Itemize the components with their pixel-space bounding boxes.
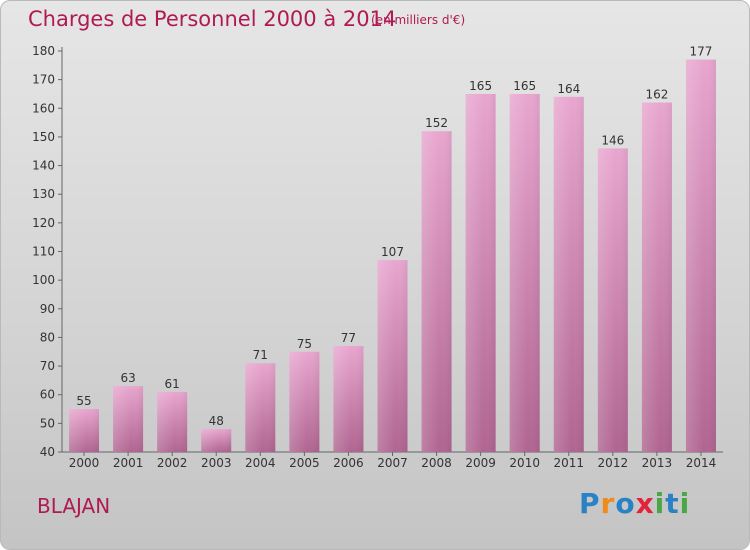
bar-value-label: 152 <box>425 116 448 130</box>
bar-value-label: 164 <box>557 82 580 96</box>
x-tick-label: 2009 <box>465 456 496 470</box>
bar-value-label: 75 <box>297 337 312 351</box>
bar-shade <box>553 96 584 452</box>
logo-letter: o <box>615 487 636 520</box>
x-tick-label: 2013 <box>642 456 673 470</box>
bar-shade <box>377 260 408 452</box>
x-tick-label: 2003 <box>201 456 232 470</box>
bar-value-label: 177 <box>690 45 713 59</box>
y-tick-label: 50 <box>40 416 55 430</box>
proxiti-logo: Proxiti <box>579 487 690 520</box>
y-tick-label: 110 <box>32 245 55 259</box>
logo-letter: x <box>635 487 655 520</box>
y-tick-label: 100 <box>32 273 55 287</box>
x-tick-label: 2004 <box>245 456 276 470</box>
bar-value-label: 165 <box>469 79 492 93</box>
x-tick-label: 2001 <box>113 456 144 470</box>
y-tick-label: 120 <box>32 216 55 230</box>
bar-shade <box>685 59 716 452</box>
bar-shade <box>113 386 144 452</box>
bar-value-label: 48 <box>209 414 224 428</box>
y-tick-label: 40 <box>40 445 55 459</box>
y-tick-label: 150 <box>32 130 55 144</box>
bar-shade <box>69 409 100 452</box>
logo-letter: r <box>600 487 616 520</box>
bar-value-label: 107 <box>381 245 404 259</box>
y-tick-label: 170 <box>32 73 55 87</box>
bar-shade <box>597 148 628 452</box>
y-tick-label: 80 <box>40 330 55 344</box>
chart-bars <box>69 59 716 453</box>
bar-value-label: 146 <box>601 133 624 147</box>
x-tick-label: 2000 <box>69 456 100 470</box>
bar-value-label: 71 <box>253 348 268 362</box>
y-tick-label: 180 <box>32 44 55 58</box>
bar-value-label: 165 <box>513 79 536 93</box>
x-tick-label: 2005 <box>289 456 320 470</box>
y-tick-label: 140 <box>32 159 55 173</box>
x-tick-label: 2012 <box>598 456 629 470</box>
bar-shade <box>641 102 672 453</box>
x-tick-label: 2006 <box>333 456 364 470</box>
bar-shade <box>289 351 320 452</box>
logo-letter: t <box>665 487 680 520</box>
x-tick-label: 2007 <box>377 456 408 470</box>
y-tick-label: 130 <box>32 187 55 201</box>
bar-shade <box>201 429 232 452</box>
chart-subtitle: (en milliers d'€) <box>371 13 466 27</box>
bar-shade <box>465 93 496 452</box>
bar-value-label: 162 <box>645 88 668 102</box>
x-tick-label: 2011 <box>553 456 584 470</box>
x-tick-label: 2010 <box>509 456 540 470</box>
y-tick-label: 60 <box>40 388 55 402</box>
chart-title: Charges de Personnel 2000 à 2014 <box>28 7 397 31</box>
bar-value-label: 55 <box>76 394 91 408</box>
bar-value-label: 61 <box>165 377 180 391</box>
place-name: BLAJAN <box>37 494 111 518</box>
bar-shade <box>509 93 540 452</box>
chart-axes: 40 50 60 70 80 90 100 110 120 130 140 150 160 170 180 <box>32 44 723 459</box>
logo-letter: P <box>579 487 601 520</box>
bar-value-label: 77 <box>341 331 356 345</box>
x-tick-label: 2008 <box>421 456 452 470</box>
y-tick-label: 160 <box>32 101 55 115</box>
bar-shade <box>245 363 276 452</box>
bar-shade <box>421 131 452 452</box>
logo-letter: i <box>654 487 666 520</box>
bar-shade <box>157 391 188 452</box>
y-tick-label: 70 <box>40 359 55 373</box>
x-tick-label: 2014 <box>686 456 717 470</box>
y-tick-label: 90 <box>40 302 55 316</box>
logo-letter: i <box>679 487 691 520</box>
x-tick-label: 2002 <box>157 456 188 470</box>
chart-labels: 55 2000 63 2001 61 2002 48 2003 71 2004 75 2005 77 20… <box>69 45 716 470</box>
bar-value-label: 63 <box>120 371 135 385</box>
bar-shade <box>333 346 364 452</box>
